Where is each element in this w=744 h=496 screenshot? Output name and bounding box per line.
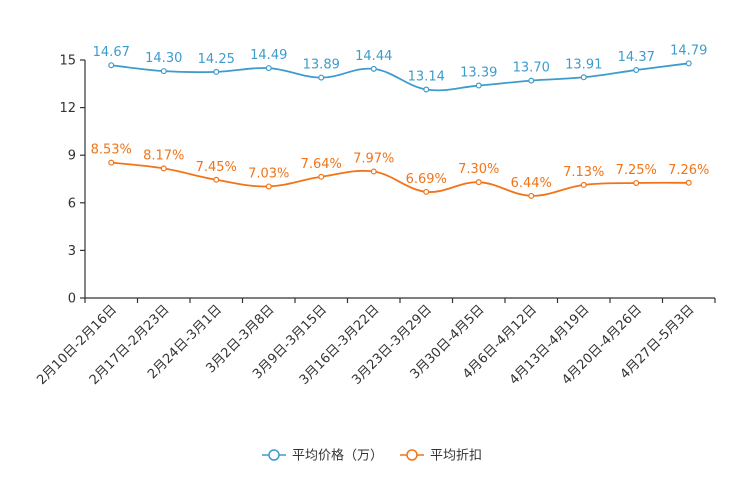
series-2-data-label: 7.45% (196, 160, 237, 175)
series-2-point[interactable] (423, 188, 430, 195)
y-tick-label: 3 (68, 244, 76, 259)
series-2-point[interactable] (108, 159, 115, 166)
series-1-point[interactable] (318, 74, 325, 81)
y-tick-label: 15 (59, 54, 76, 69)
series-2-point[interactable] (213, 176, 220, 183)
series-2-data-label: 7.64% (301, 157, 342, 172)
series-1-data-label: 14.79 (670, 43, 707, 58)
series-1-point[interactable] (370, 65, 377, 72)
series-1-point[interactable] (528, 77, 535, 84)
series-1-data-label: 14.67 (93, 45, 130, 60)
series-1-data-label: 13.89 (303, 58, 340, 73)
legend-swatch-marker (406, 449, 418, 461)
y-tick-label: 9 (68, 149, 76, 164)
series-1-data-label: 14.30 (145, 51, 182, 66)
series-2-data-label: 7.25% (616, 163, 657, 178)
series-2-point[interactable] (318, 173, 325, 180)
series-1-point[interactable] (685, 60, 692, 67)
series-2-data-label: 7.26% (668, 163, 709, 178)
series-2-point[interactable] (528, 192, 535, 199)
legend-label: 平均价格（万） (292, 448, 383, 464)
series-1-data-label: 14.25 (198, 52, 235, 67)
series-1-point[interactable] (265, 65, 272, 72)
series-group (108, 60, 692, 199)
y-tick-label: 0 (68, 292, 76, 307)
series-1-point[interactable] (213, 68, 220, 75)
series-2-data-label: 8.17% (143, 148, 184, 163)
legend-swatch-marker (268, 449, 280, 461)
series-1-point[interactable] (423, 86, 430, 93)
series-line-1 (111, 62, 689, 92)
series-2-data-label: 6.44% (511, 176, 552, 191)
legend[interactable]: 平均价格（万） 平均折扣 (262, 448, 482, 464)
series-1-data-label: 13.39 (460, 66, 497, 81)
series-1-point[interactable] (160, 68, 167, 75)
legend-item-1[interactable]: 平均价格（万） (262, 448, 383, 464)
data-labels-group: 14.67 14.30 14.25 14.49 13.89 14.44 13.14 13.39… (91, 43, 710, 190)
legend-item-2[interactable]: 平均折扣 (400, 449, 482, 464)
series-line-2 (111, 161, 689, 197)
series-2-data-label: 7.13% (563, 165, 604, 180)
series-1-point[interactable] (475, 82, 482, 89)
series-2-data-label: 7.97% (353, 152, 394, 167)
series-1-data-label: 13.14 (408, 70, 445, 85)
series-2-point[interactable] (633, 179, 640, 186)
series-1-point[interactable] (633, 66, 640, 73)
y-tick-label: 6 (68, 196, 76, 211)
legend-label: 平均折扣 (430, 449, 482, 464)
series-1-data-label: 13.70 (513, 61, 550, 76)
series-1-data-label: 13.91 (565, 57, 602, 72)
series-1-data-label: 14.49 (250, 48, 287, 63)
series-2-point[interactable] (685, 179, 692, 186)
series-2-point[interactable] (580, 181, 587, 188)
series-2-point[interactable] (475, 179, 482, 186)
series-2-data-label: 7.03% (248, 166, 289, 181)
series-2-point[interactable] (160, 165, 167, 172)
series-1-data-label: 14.37 (618, 50, 655, 65)
series-2-point[interactable] (265, 183, 272, 190)
series-2-point[interactable] (370, 168, 377, 175)
series-1-point[interactable] (108, 62, 115, 69)
series-2-data-label: 8.53% (91, 143, 132, 158)
y-tick-label: 12 (59, 101, 76, 116)
series-2-data-label: 6.69% (406, 172, 447, 187)
axes-group: 036912152月10日-2月16日2月17日-2月23日2月24日-3月1日… (34, 54, 716, 388)
series-2-data-label: 7.30% (458, 162, 499, 177)
series-1-point[interactable] (580, 74, 587, 81)
series-1-data-label: 14.44 (355, 49, 392, 64)
